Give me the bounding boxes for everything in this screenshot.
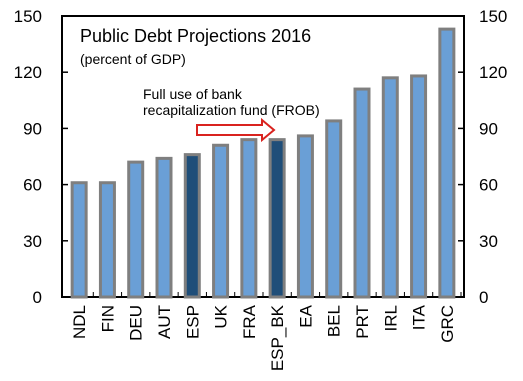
x-tick-label: BEL <box>325 305 344 337</box>
bar-fra <box>240 138 258 299</box>
x-tick-label: AUT <box>155 305 174 339</box>
bar-ndl <box>70 181 88 299</box>
right-y-axis: 0 30 60 90 120 150 <box>458 7 507 307</box>
bar-uk <box>212 143 230 299</box>
left-y-tick-label: 0 <box>33 288 42 307</box>
right-y-tick-label: 150 <box>479 7 507 26</box>
chart-title: Public Debt Projections 2016 <box>80 26 311 46</box>
bar-esp <box>183 153 201 299</box>
left-y-axis: 0 30 60 90 120 150 <box>14 7 68 307</box>
right-y-tick-label: 90 <box>479 119 498 138</box>
left-y-tick-label: 30 <box>23 232 42 251</box>
bar-esp-bk <box>268 138 286 299</box>
bar-prt <box>353 87 371 299</box>
bar-fin <box>98 181 116 299</box>
bar-deu <box>127 160 145 299</box>
right-y-tick-label: 30 <box>479 232 498 251</box>
left-y-tick-label: 90 <box>23 119 42 138</box>
left-y-tick-label: 150 <box>14 7 42 26</box>
x-tick-label: ESP <box>183 305 202 339</box>
x-tick-label: NDL <box>70 305 89 339</box>
annotation-line-2: recapitalization fund (FROB) <box>143 102 320 118</box>
x-tick-label: EA <box>296 304 315 327</box>
x-tick-label: FRA <box>240 304 259 339</box>
x-tick-label: PRT <box>353 305 372 339</box>
x-tick-label: ESP_BK <box>268 304 287 371</box>
right-y-tick-label: 120 <box>479 63 507 82</box>
x-tick-label: DEU <box>127 305 146 341</box>
chart-subtitle: (percent of GDP) <box>80 51 186 67</box>
annotation-arrow <box>196 117 276 143</box>
bar-irl <box>381 76 399 299</box>
x-axis-labels: NDL FIN DEU AUT ESP UK FRA ESP_BK EA BEL PRT IRL ITA… <box>70 304 457 371</box>
x-tick-label: IRL <box>381 305 400 331</box>
left-y-tick-label: 60 <box>23 176 42 195</box>
left-y-tick-label: 120 <box>14 63 42 82</box>
x-tick-label: FIN <box>98 305 117 332</box>
right-y-tick-label: 60 <box>479 176 498 195</box>
x-tick-label: GRC <box>438 305 457 343</box>
right-y-tick-label: 0 <box>479 288 488 307</box>
x-tick-label: ITA <box>410 304 429 330</box>
bar-aut <box>155 156 173 299</box>
bar-series <box>70 27 462 299</box>
bar-ea <box>296 134 314 299</box>
annotation-line-1: Full use of bank <box>143 86 243 102</box>
bar-grc <box>438 27 456 299</box>
bar-ita <box>410 74 428 299</box>
bar-bel <box>325 119 343 299</box>
x-tick-label: UK <box>212 304 231 328</box>
